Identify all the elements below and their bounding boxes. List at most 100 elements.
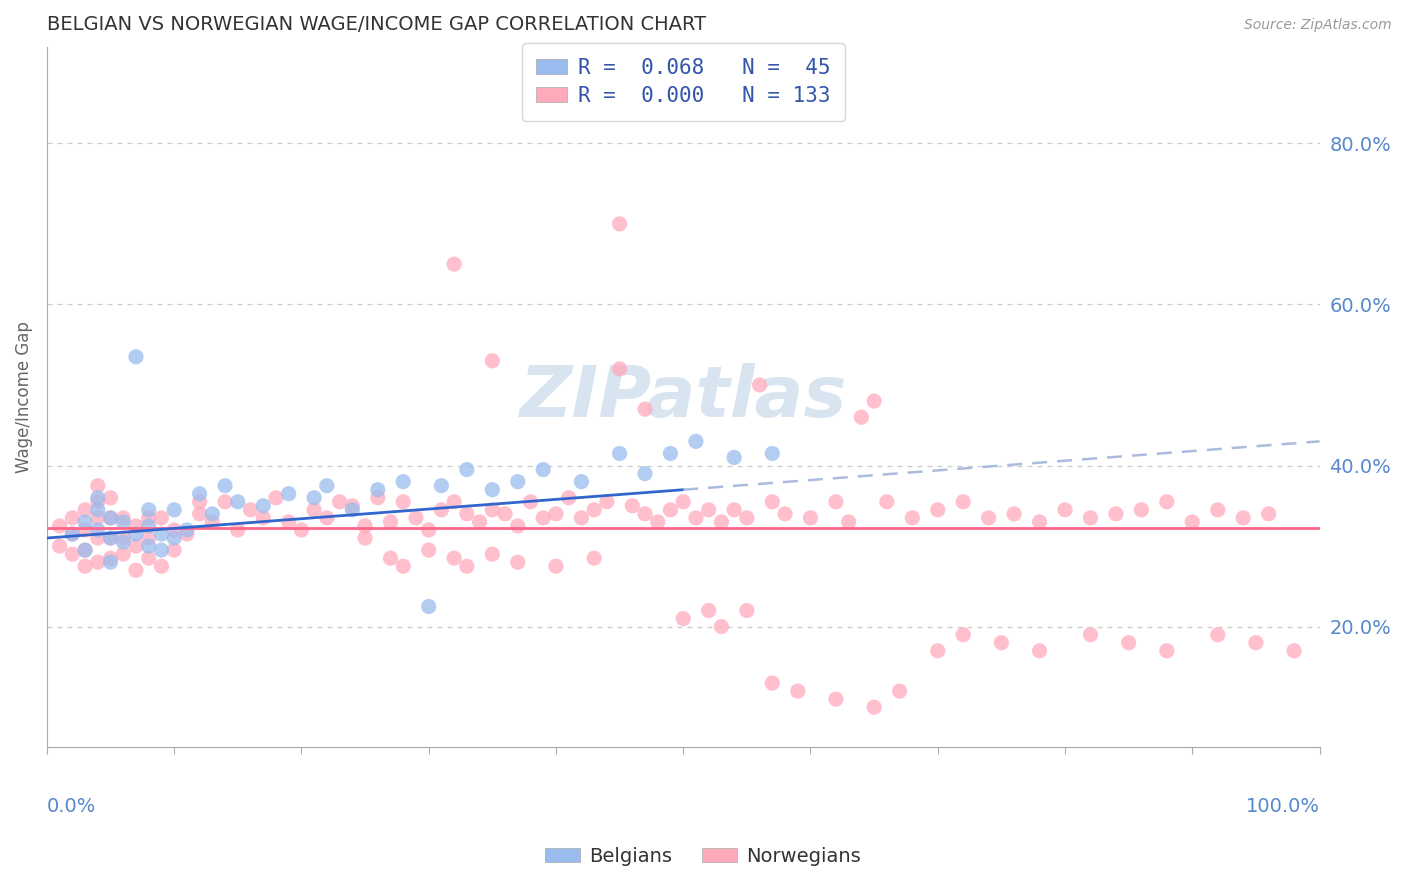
Point (672, 495, 695, 509)
Point (252, 499, 274, 513)
Point (481, 483, 503, 497)
Point (112, 515, 135, 529)
Point (621, 499, 644, 513)
Point (863, 700, 886, 714)
Point (583, 503, 606, 517)
Point (1002, 507, 1025, 521)
Point (710, 620, 733, 634)
Point (87, 531, 110, 545)
Point (48, 539, 70, 553)
Text: 100.0%: 100.0% (1246, 797, 1319, 815)
Point (392, 559, 415, 574)
Point (977, 511, 1000, 525)
Point (100, 511, 122, 525)
Point (557, 491, 579, 505)
Point (571, 475, 593, 489)
Point (138, 539, 160, 553)
Point (112, 535, 135, 549)
Point (443, 257, 465, 271)
Point (112, 547, 135, 561)
Point (87, 495, 110, 509)
Point (876, 495, 898, 509)
Text: 0.0%: 0.0% (46, 797, 96, 815)
Point (1181, 515, 1204, 529)
Point (75, 503, 97, 517)
Point (163, 523, 186, 537)
Point (430, 478, 453, 492)
Point (176, 523, 198, 537)
Point (188, 507, 211, 521)
Point (1282, 644, 1305, 658)
Point (188, 495, 211, 509)
Point (494, 507, 516, 521)
Point (87, 491, 110, 505)
Point (609, 217, 631, 231)
Point (75, 543, 97, 558)
Point (531, 511, 554, 525)
Point (87, 503, 110, 517)
Point (150, 559, 173, 574)
Point (609, 362, 631, 376)
Point (354, 531, 377, 545)
Point (125, 350, 148, 364)
Point (176, 527, 198, 541)
Point (430, 503, 453, 517)
Point (367, 483, 389, 497)
Point (405, 511, 427, 525)
Point (851, 410, 873, 425)
Point (277, 487, 299, 501)
Point (1206, 503, 1229, 517)
Point (125, 527, 148, 541)
Point (634, 467, 657, 481)
Point (392, 475, 415, 489)
Point (990, 636, 1012, 650)
Point (634, 507, 657, 521)
Point (1130, 503, 1153, 517)
Point (290, 523, 312, 537)
Point (506, 555, 529, 569)
Point (1080, 628, 1102, 642)
Point (456, 507, 478, 521)
Point (761, 446, 783, 460)
Point (138, 551, 160, 566)
Point (596, 495, 619, 509)
Point (87, 511, 110, 525)
Point (531, 462, 554, 476)
Point (735, 511, 758, 525)
Point (392, 495, 415, 509)
Point (226, 495, 249, 509)
Point (1028, 644, 1050, 658)
Point (443, 551, 465, 566)
Point (100, 491, 122, 505)
Point (647, 515, 669, 529)
Point (723, 450, 745, 465)
Point (838, 515, 860, 529)
Point (302, 491, 325, 505)
Point (277, 515, 299, 529)
Point (315, 511, 337, 525)
Point (252, 511, 274, 525)
Point (100, 551, 122, 566)
Point (786, 684, 808, 698)
Point (685, 511, 707, 525)
Point (75, 559, 97, 574)
Point (150, 527, 173, 541)
Point (609, 446, 631, 460)
Point (1105, 507, 1128, 521)
Point (342, 499, 364, 513)
Point (748, 378, 770, 392)
Point (456, 462, 478, 476)
Point (367, 491, 389, 505)
Point (1244, 636, 1267, 650)
Point (481, 547, 503, 561)
Point (418, 599, 440, 614)
Point (100, 511, 122, 525)
Point (60, 527, 83, 541)
Point (380, 515, 402, 529)
Point (329, 495, 352, 509)
Point (125, 563, 148, 577)
Point (927, 644, 949, 658)
Text: ZIPatlas: ZIPatlas (520, 362, 846, 432)
Point (354, 519, 377, 533)
Point (889, 684, 911, 698)
